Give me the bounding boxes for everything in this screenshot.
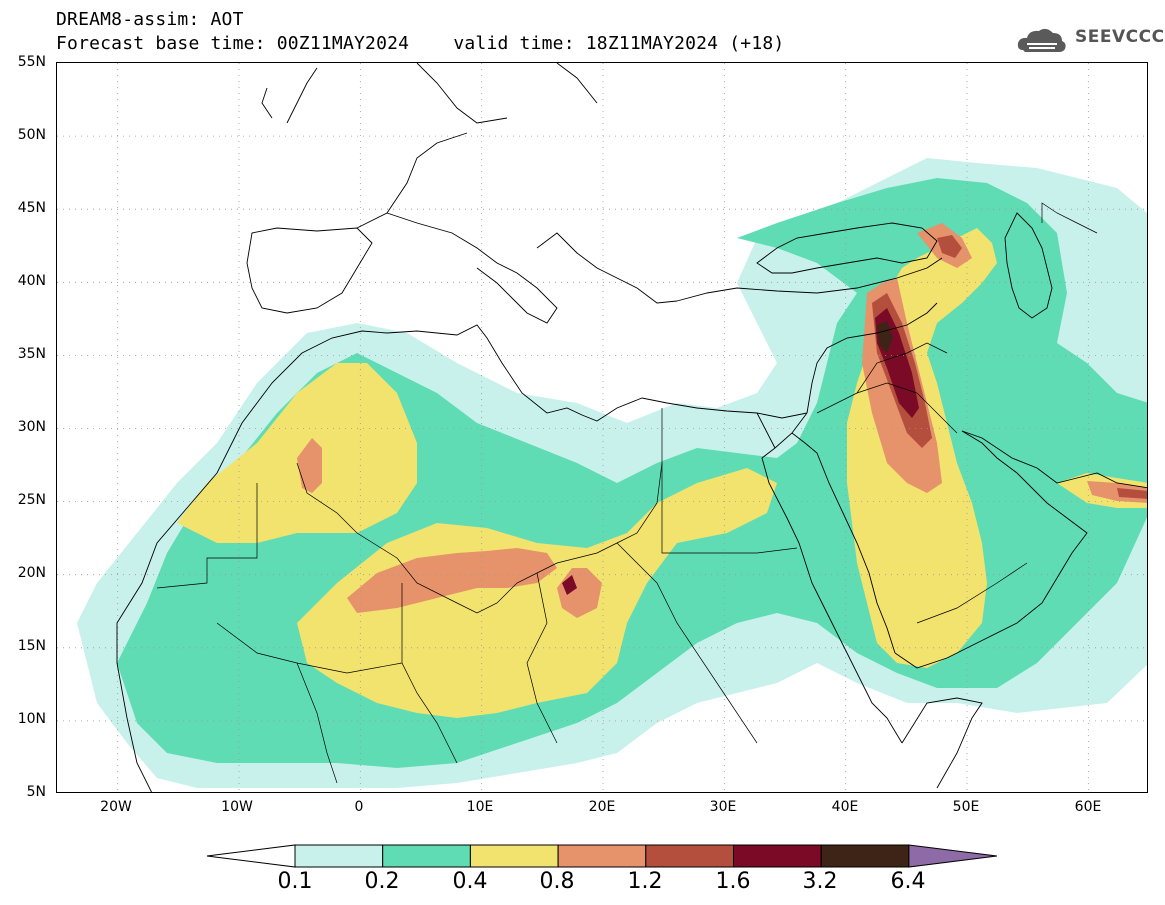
lat-label: 20N bbox=[17, 565, 46, 581]
lat-label: 15N bbox=[17, 638, 46, 654]
lon-label: 20W bbox=[100, 799, 132, 815]
colorbar-swatch bbox=[557, 844, 647, 868]
dust-aot-map bbox=[56, 62, 1148, 793]
lat-label: 35N bbox=[17, 346, 46, 362]
lat-label: 5N bbox=[26, 784, 46, 800]
aot-contour-region bbox=[877, 321, 893, 353]
aot-contour-region bbox=[1117, 488, 1147, 499]
aot-contour-region bbox=[297, 438, 322, 493]
lat-label: 30N bbox=[17, 419, 46, 435]
graticule-grid bbox=[57, 63, 1147, 792]
lat-label: 25N bbox=[17, 492, 46, 508]
aot-contour-region bbox=[297, 468, 777, 718]
colorbar-swatch bbox=[733, 844, 822, 868]
coastlines-and-borders bbox=[116, 63, 1147, 792]
logo-text: SEEVCCC bbox=[1075, 27, 1165, 47]
colorbar-label: 1.6 bbox=[715, 869, 751, 894]
colorbar-label: 0.2 bbox=[364, 869, 400, 894]
seevccc-cloud-logo-icon bbox=[1017, 28, 1066, 52]
lat-label: 10N bbox=[17, 711, 46, 727]
colorbar-swatch bbox=[469, 844, 559, 868]
lon-label: 10E bbox=[466, 799, 494, 815]
colorbar-swatch bbox=[382, 844, 471, 868]
lon-label: 60E bbox=[1074, 799, 1102, 815]
aot-contour-region bbox=[562, 575, 577, 595]
lon-label: 30E bbox=[709, 799, 737, 815]
lat-label: 50N bbox=[17, 127, 46, 143]
aot-colorbar bbox=[206, 844, 997, 868]
colorbar-label: 0.4 bbox=[452, 869, 488, 894]
aot-contour-region bbox=[177, 363, 417, 543]
colorbar-low-arrow bbox=[206, 844, 296, 868]
colorbar-label: 1.2 bbox=[627, 869, 663, 894]
map-canvas bbox=[57, 63, 1147, 792]
colorbar-swatch bbox=[820, 844, 910, 868]
lat-label: 55N bbox=[17, 54, 46, 70]
colorbar-label: 6.4 bbox=[890, 869, 926, 894]
map-title: DREAM8-assim: AOT bbox=[56, 9, 244, 30]
colorbar-high-arrow bbox=[908, 844, 997, 868]
lon-label: 0 bbox=[354, 799, 364, 815]
forecast-time-subtitle: Forecast base time: 00Z11MAY2024 valid t… bbox=[56, 33, 785, 54]
colorbar-label: 3.2 bbox=[802, 869, 838, 894]
aot-contour-region bbox=[347, 548, 557, 613]
lat-label: 40N bbox=[17, 273, 46, 289]
lon-label: 40E bbox=[831, 799, 859, 815]
colorbar-swatch bbox=[645, 844, 734, 868]
lon-label: 10W bbox=[221, 799, 253, 815]
lon-label: 20E bbox=[588, 799, 616, 815]
colorbar-swatch bbox=[294, 844, 384, 868]
lon-label: 50E bbox=[952, 799, 980, 815]
colorbar-label: 0.8 bbox=[539, 869, 575, 894]
colorbar-label: 0.1 bbox=[277, 869, 313, 894]
aot-contour-fills bbox=[77, 158, 1147, 788]
lat-label: 45N bbox=[17, 200, 46, 216]
aot-contour-region bbox=[937, 235, 962, 258]
